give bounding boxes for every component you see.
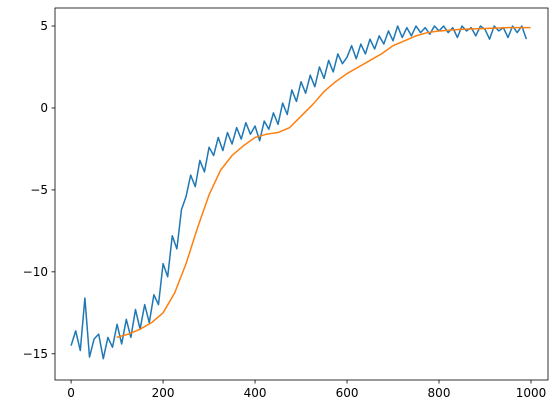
y-tick-label: −5 bbox=[30, 183, 48, 197]
y-tick-label: 0 bbox=[40, 101, 48, 115]
x-tick-label: 600 bbox=[336, 386, 359, 400]
x-tick-label: 200 bbox=[152, 386, 175, 400]
y-tick-label: 5 bbox=[40, 19, 48, 33]
series-line bbox=[70, 25, 528, 360]
x-tick-label: 1000 bbox=[516, 386, 547, 400]
x-tick-label: 800 bbox=[428, 386, 451, 400]
y-tick-label: −15 bbox=[23, 347, 48, 361]
y-tick-label: −10 bbox=[23, 265, 48, 279]
x-tick-label: 400 bbox=[244, 386, 267, 400]
plot-frame bbox=[54, 7, 549, 381]
series-line bbox=[116, 26, 531, 339]
x-tick-label: 0 bbox=[67, 386, 75, 400]
